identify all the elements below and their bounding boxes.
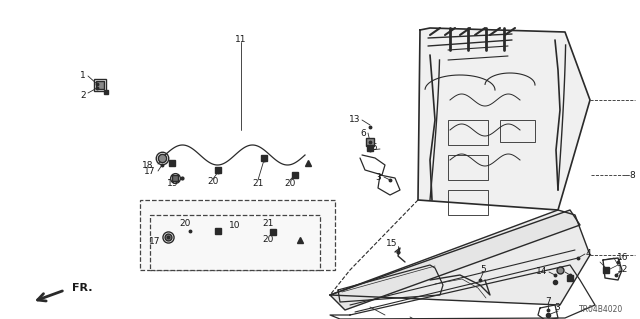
Text: 5: 5 — [480, 265, 486, 275]
Text: 13: 13 — [349, 115, 361, 124]
Text: 6: 6 — [360, 129, 366, 137]
Text: 4: 4 — [585, 249, 591, 257]
Text: 9: 9 — [557, 268, 563, 277]
Text: 16: 16 — [367, 144, 379, 152]
Text: 10: 10 — [229, 221, 241, 231]
Text: 17: 17 — [144, 167, 156, 176]
Text: 21: 21 — [262, 219, 274, 228]
Bar — [140, 200, 335, 270]
Bar — [448, 190, 488, 215]
Text: 1: 1 — [80, 70, 86, 79]
Text: 18: 18 — [142, 160, 154, 169]
Text: 7: 7 — [545, 298, 551, 307]
Text: 20: 20 — [262, 235, 274, 244]
Bar — [500, 120, 535, 142]
Text: 3: 3 — [375, 173, 381, 182]
Text: 14: 14 — [536, 268, 548, 277]
Text: 3: 3 — [554, 303, 560, 313]
Text: 16: 16 — [617, 253, 628, 262]
Text: 21: 21 — [252, 179, 264, 188]
Text: 20: 20 — [284, 179, 296, 188]
Text: 17: 17 — [149, 238, 161, 247]
Text: 8: 8 — [629, 170, 635, 180]
Text: 15: 15 — [387, 239, 397, 248]
Text: 20: 20 — [179, 219, 191, 228]
Text: TR04B4020: TR04B4020 — [579, 306, 623, 315]
Polygon shape — [330, 210, 590, 305]
Polygon shape — [330, 210, 580, 310]
Polygon shape — [418, 28, 590, 210]
Text: 12: 12 — [618, 265, 628, 275]
Bar — [150, 215, 320, 270]
Text: FR.: FR. — [72, 283, 93, 293]
Text: 20: 20 — [207, 177, 219, 187]
Bar — [448, 120, 488, 145]
Bar — [448, 155, 488, 180]
Text: 11: 11 — [236, 35, 247, 44]
Text: 2: 2 — [80, 91, 86, 100]
Text: 19: 19 — [167, 179, 179, 188]
